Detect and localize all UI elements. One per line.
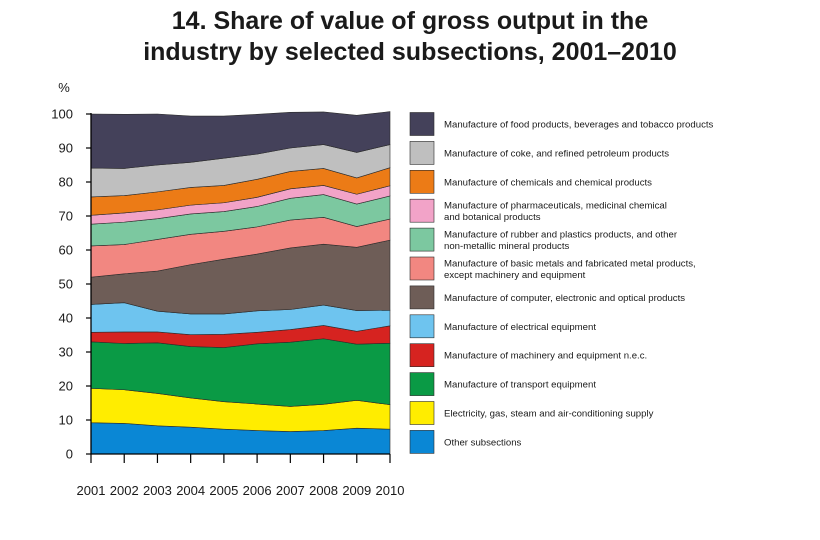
y-tick-label-4: 40 — [59, 311, 73, 326]
legend-swatch-6 — [409, 285, 435, 310]
legend-label-7-0: Manufacture of electrical equipment — [444, 322, 596, 333]
legend-swatch-3 — [409, 198, 435, 223]
legend-swatch-2 — [409, 170, 435, 194]
legend-label-8-0: Manufacture of machinery and equipment n… — [444, 351, 647, 362]
y-tick-label-0: 0 — [66, 447, 73, 462]
x-tick-label-2: 2003 — [143, 483, 172, 498]
y-tick-label-3: 30 — [59, 345, 73, 360]
legend-swatch-8 — [409, 343, 435, 368]
x-tick-label-5: 2006 — [243, 483, 272, 498]
x-tick-label-8: 2009 — [342, 483, 371, 498]
legend-label-4-0: Manufacture of rubber and plastics produ… — [444, 229, 678, 240]
x-tick-label-6: 2007 — [276, 483, 305, 498]
chart-title: 14. Share of value of gross output in th… — [0, 6, 820, 68]
x-tick-label-9: 2010 — [376, 483, 405, 498]
legend-label-10-0: Electricity, gas, steam and air-conditio… — [444, 409, 654, 420]
y-tick-label-8: 80 — [59, 175, 73, 190]
y-tick-label-2: 20 — [59, 379, 73, 394]
x-tick-label-0: 2001 — [77, 483, 106, 498]
legend-swatch-7 — [409, 314, 435, 339]
x-tick-label-4: 2005 — [209, 483, 238, 498]
y-tick-label-10: 100 — [51, 107, 73, 122]
area-series-11 — [90, 111, 391, 169]
legend-swatch-0 — [409, 112, 435, 136]
legend-label-0-0: Manufacture of food products, beverages … — [444, 120, 714, 131]
legend-label-3-1: and botanical products — [444, 212, 541, 223]
y-tick-label-7: 70 — [59, 209, 73, 224]
legend-swatch-1 — [409, 141, 435, 165]
legend-label-5-0: Manufacture of basic metals and fabricat… — [444, 258, 696, 269]
legend-swatch-11 — [409, 430, 435, 454]
legend-label-11-0: Other subsections — [444, 437, 522, 448]
legend-label-9-0: Manufacture of transport equipment — [444, 380, 596, 391]
legend-swatch-4 — [409, 227, 435, 252]
y-tick-label-1: 10 — [59, 413, 73, 428]
chart-legend: Manufacture of food products, beverages … — [409, 112, 714, 454]
legend-label-3-0: Manufacture of pharmaceuticals, medicina… — [444, 200, 667, 211]
x-tick-label-3: 2004 — [176, 483, 205, 498]
legend-label-6-0: Manufacture of computer, electronic and … — [444, 293, 685, 304]
chart-areas — [90, 111, 391, 455]
legend-label-5-1: except machinery and equipment — [444, 270, 586, 281]
legend-label-4-1: non-metallic mineral products — [444, 241, 570, 252]
legend-label-2-0: Manufacture of chemicals and chemical pr… — [444, 177, 652, 188]
x-tick-label-7: 2008 — [309, 483, 338, 498]
legend-swatch-5 — [409, 256, 435, 281]
y-tick-label-9: 90 — [59, 141, 73, 156]
y-tick-label-5: 50 — [59, 277, 73, 292]
legend-swatch-10 — [409, 401, 435, 425]
chart-title-line-1: 14. Share of value of gross output in th… — [171, 7, 649, 35]
legend-swatch-9 — [409, 372, 435, 396]
y-tick-label-6: 60 — [59, 243, 73, 258]
legend-label-1-0: Manufacture of coke, and refined petrole… — [444, 148, 669, 159]
x-tick-label-1: 2002 — [110, 483, 139, 498]
y-axis-label: % — [58, 80, 70, 95]
chart-axes: % 0 10 20 30 40 50 60 70 80 90 100 2001 2002 2003 2004 2… — [51, 80, 404, 498]
chart-title-line-2: industry by selected subsections, 2001–2… — [143, 38, 677, 66]
